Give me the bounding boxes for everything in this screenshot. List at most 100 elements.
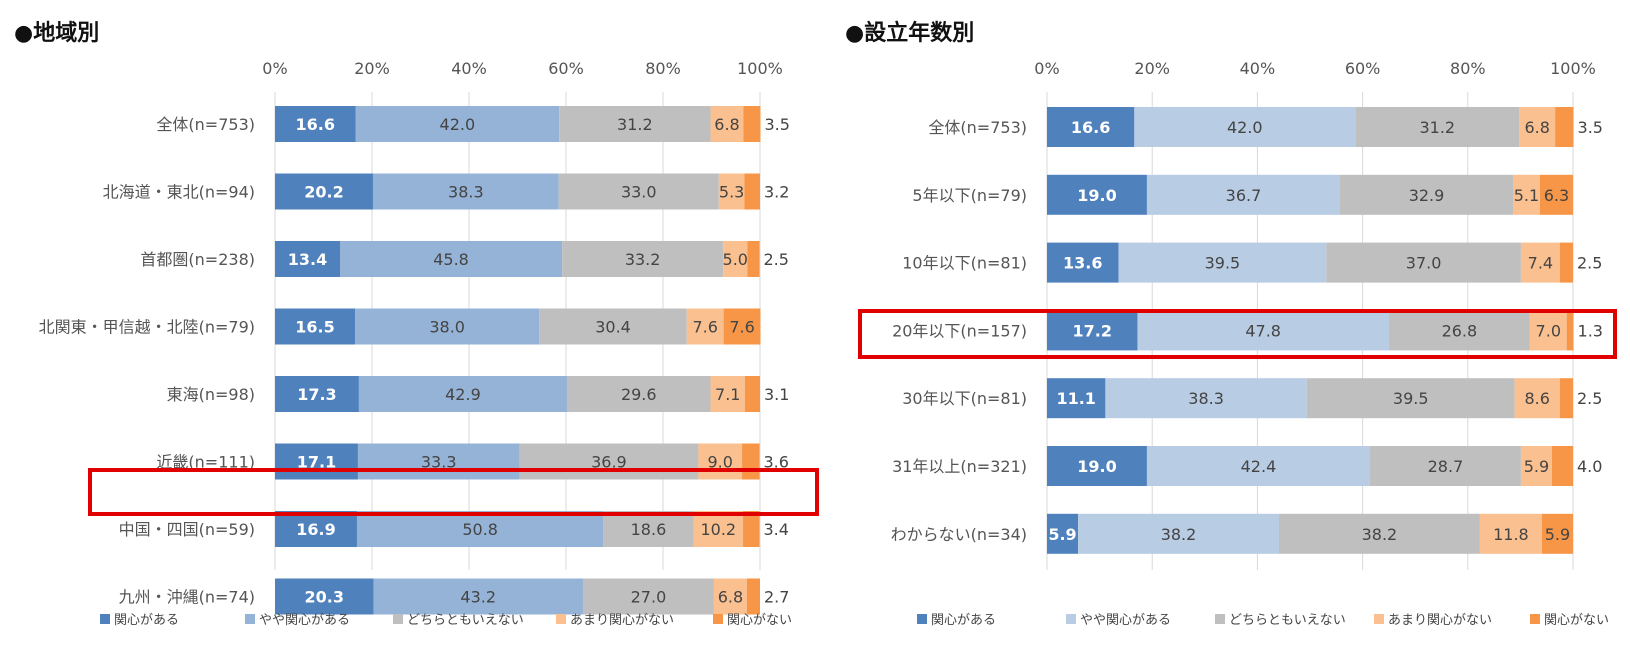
category-label: 中国・四国(n=59) (119, 520, 255, 539)
legend-label: どちらともいえない (1229, 613, 1346, 628)
data-label: 39.5 (1393, 389, 1429, 408)
bar-segment (357, 443, 520, 480)
data-label: 33.2 (625, 250, 661, 269)
data-label: 8.6 (1525, 389, 1550, 408)
bar-segment (1134, 107, 1356, 147)
bar-segment (355, 308, 540, 345)
bar-segment (566, 376, 711, 412)
bar-segment (1559, 242, 1573, 283)
bar-segment (1137, 310, 1389, 351)
category-label: 30年以下(n=81) (902, 389, 1027, 408)
bar-segment (339, 241, 563, 277)
bar-segment (723, 241, 748, 277)
bar-segment (275, 511, 357, 547)
category-label: 5年以下(n=79) (912, 186, 1027, 205)
category-label: 北海道・東北(n=94) (103, 183, 255, 202)
legend-swatch (1215, 614, 1225, 624)
bar-segment (746, 578, 760, 615)
tick-label: 40% (1240, 59, 1276, 78)
bar-segment (1047, 174, 1147, 215)
data-label: 2.5 (1577, 254, 1602, 273)
legend-swatch (393, 614, 403, 624)
bar-segment (1306, 378, 1515, 419)
category-label: 東海(n=98) (167, 385, 255, 404)
tick-label: 40% (451, 59, 487, 78)
legend-label: あまり関心がない (1388, 613, 1492, 628)
legend-swatch (556, 614, 566, 624)
data-label: 36.7 (1226, 186, 1262, 205)
bar-segment (698, 443, 743, 480)
data-label: 3.5 (764, 115, 789, 134)
bar-segment (1047, 513, 1079, 554)
data-label: 3.2 (764, 183, 789, 202)
category-label: 首都圏(n=238) (140, 250, 255, 269)
data-label: 19.0 (1077, 186, 1116, 205)
data-label: 2.5 (1577, 389, 1602, 408)
bar-segment (1520, 446, 1552, 486)
data-label: 38.3 (1188, 389, 1224, 408)
bar-segment (1278, 513, 1480, 554)
bar-segment (1369, 446, 1521, 486)
bar-segment (1078, 513, 1279, 554)
bar-segment (1551, 446, 1573, 486)
data-label: 42.0 (440, 115, 476, 134)
bar-segment (742, 443, 760, 480)
bar-segment (1339, 174, 1514, 215)
data-label: 9.0 (708, 453, 733, 472)
data-label: 5.0 (723, 250, 748, 269)
legend-label: 関心がある (114, 613, 179, 628)
data-label: 5.9 (1524, 457, 1549, 476)
data-label: 42.9 (445, 385, 481, 404)
data-label: 30.4 (595, 318, 631, 337)
legend-label: やや関心がある (1080, 613, 1171, 628)
bar-segment (1388, 310, 1530, 351)
category-label: 20年以下(n=157) (892, 321, 1027, 340)
legend-swatch (713, 614, 723, 624)
legend-swatch (245, 614, 255, 624)
data-label: 36.9 (591, 453, 627, 472)
bar-segment (1047, 310, 1138, 351)
bar-segment (373, 578, 583, 615)
data-label: 3.1 (764, 385, 789, 404)
data-label: 13.4 (288, 250, 327, 269)
data-label: 6.8 (714, 115, 739, 134)
tick-label: 80% (1450, 59, 1486, 78)
category-label: 全体(n=753) (928, 118, 1027, 137)
data-label: 29.6 (621, 385, 657, 404)
bar-segment (275, 308, 356, 345)
tick-label: 60% (1345, 59, 1381, 78)
data-label: 38.2 (1161, 525, 1197, 544)
chart-title: ●設立年数別 (845, 20, 974, 46)
highlight-box (88, 468, 819, 516)
data-label: 3.4 (764, 520, 789, 539)
bar-segment (275, 173, 373, 210)
bar-segment (1146, 174, 1340, 215)
data-label: 31.2 (1419, 118, 1455, 137)
tick-label: 80% (645, 59, 681, 78)
legend-label: どちらともいえない (407, 613, 524, 628)
data-label: 7.0 (1536, 321, 1561, 340)
bar-segment (1539, 174, 1573, 215)
bar-segment (744, 376, 760, 412)
data-label: 1.3 (1578, 321, 1603, 340)
bar-segment (1513, 174, 1540, 215)
highlight-box (858, 309, 1617, 359)
legend-label: 関心がある (931, 613, 996, 628)
chart-title: ●地域別 (14, 20, 99, 46)
bar-segment (1555, 107, 1574, 147)
data-label: 20.2 (304, 183, 343, 202)
data-label: 4.0 (1577, 457, 1602, 476)
data-label: 3.5 (1578, 118, 1603, 137)
data-label: 5.1 (1514, 186, 1539, 205)
data-label: 38.2 (1362, 525, 1398, 544)
data-label: 13.6 (1063, 254, 1102, 273)
bar-segment (1559, 378, 1573, 419)
data-label: 16.6 (1071, 118, 1110, 137)
bar-segment (1519, 107, 1556, 147)
bar-segment (1326, 242, 1521, 283)
data-label: 20.3 (304, 588, 343, 607)
bar-segment (275, 443, 358, 480)
data-label: 47.8 (1245, 321, 1281, 340)
bar-segment (747, 241, 760, 277)
legend-label: あまり関心がない (570, 613, 674, 628)
